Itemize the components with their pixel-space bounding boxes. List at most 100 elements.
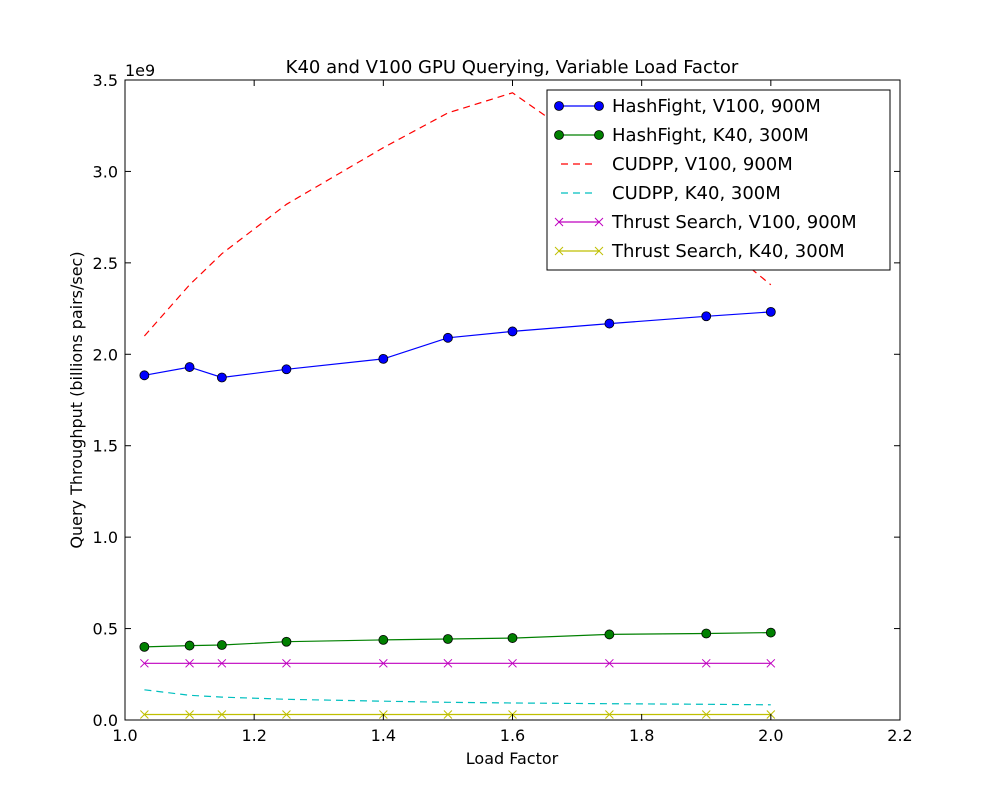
legend-label: HashFight, K40, 300M [612,125,809,146]
y-axis-offset-label: 1e9 [125,61,155,80]
x-marker-stroke [605,658,614,668]
x-axis-label: Load Factor [466,749,559,768]
data-point [217,658,227,668]
data-point [507,326,518,337]
x-marker-stroke [217,710,227,719]
legend-entry: CUDPP, V100, 900M [561,154,793,175]
legend-marker [594,101,604,111]
legend-label: Thrust Search, K40, 300M [611,241,845,262]
data-point [701,658,711,668]
y-tick-label: 1.0 [93,528,118,547]
x-marker-stroke [766,658,776,668]
data-point [378,635,389,645]
legend-marker [594,130,604,140]
x-marker-stroke [605,710,614,719]
series-line [144,689,771,706]
y-tick-label: 0.5 [93,620,118,639]
x-tick-label: 2.0 [758,726,783,745]
axis-ticks: 1.0 1.2 1.4 1.6 1.8 2.0 2.2 0.0 0.5 1.0 1.5 2.0 2.5 3… [93,71,913,745]
data-point [605,658,614,668]
data-point [216,640,227,650]
data-point [701,710,711,719]
x-marker-stroke [701,710,711,719]
y-tick-label: 2.0 [93,345,118,364]
x-tick-label: 1.6 [500,726,525,745]
legend-label: HashFight, V100, 900M [612,96,821,117]
legend-label: CUDPP, K40, 300M [612,183,781,204]
data-point [217,710,227,719]
data-point [185,658,194,668]
x-marker-stroke [378,658,388,668]
y-tick-label: 0.0 [93,711,118,730]
y-tick-label: 3.5 [93,71,118,90]
x-marker-stroke [140,710,149,719]
x-marker-stroke [508,658,517,668]
data-point [604,629,615,640]
data-point [701,311,712,322]
series-line [144,632,771,648]
data-point [282,658,291,668]
legend-entry: HashFight, V100, 900M [554,96,821,117]
legend-entry: Thrust Search, V100, 900M [554,212,857,233]
data-point [140,658,149,668]
legend-marker [594,246,604,256]
data-point [140,710,149,719]
data-point [216,372,227,383]
data-point [282,710,291,719]
chart-title: K40 and V100 GPU Querying, Variable Load… [286,57,739,78]
data-point [765,306,776,317]
series-5 [140,658,776,668]
data-point [139,370,150,381]
series-line [144,311,771,379]
legend-box [546,89,891,271]
x-marker-stroke [554,246,564,256]
series-4 [144,689,771,706]
data-point [139,641,150,652]
data-point [443,634,453,644]
y-axis-label: Query Throughput (billions pairs/sec) [67,251,86,548]
data-point [443,710,453,719]
data-point [378,658,388,668]
data-point [508,658,517,668]
legend-marker [554,130,564,140]
data-point [765,627,776,638]
legend-marker [554,217,564,227]
x-tick-label: 1.0 [112,726,137,745]
x-marker-stroke [701,658,711,668]
data-point [184,362,195,372]
x-tick-label: 1.8 [629,726,654,745]
legend: HashFight, V100, 900M HashFight, K40, 300… [546,89,891,271]
data-point [185,710,194,719]
y-tick-label: 1.5 [93,437,118,456]
data-point [184,640,195,651]
data-point [605,710,614,719]
data-point [604,318,615,329]
data-point [507,633,518,643]
series-2 [139,627,776,652]
x-marker-stroke [185,658,194,668]
legend-marker [554,101,564,111]
legend-entry: CUDPP, K40, 300M [561,183,781,204]
x-marker-stroke [282,710,291,719]
x-tick-label: 2.2 [887,726,912,745]
legend-entry: Thrust Search, K40, 300M [554,241,845,262]
data-point [443,332,453,343]
x-marker-stroke [185,710,194,719]
data-point [766,658,776,668]
y-tick-label: 3.0 [93,162,118,181]
x-marker-stroke [594,246,604,256]
x-tick-label: 1.2 [241,726,266,745]
legend-marker [554,246,564,256]
x-marker-stroke [443,658,453,668]
series-1 [139,306,776,383]
x-marker-stroke [554,217,564,227]
legend-label: Thrust Search, V100, 900M [611,212,857,233]
data-point [378,353,389,364]
data-point [443,658,453,668]
data-point [701,628,712,639]
x-tick-label: 1.4 [371,726,396,745]
x-marker-stroke [282,658,291,668]
x-marker-stroke [217,658,227,668]
legend-label: CUDPP, V100, 900M [612,154,793,175]
